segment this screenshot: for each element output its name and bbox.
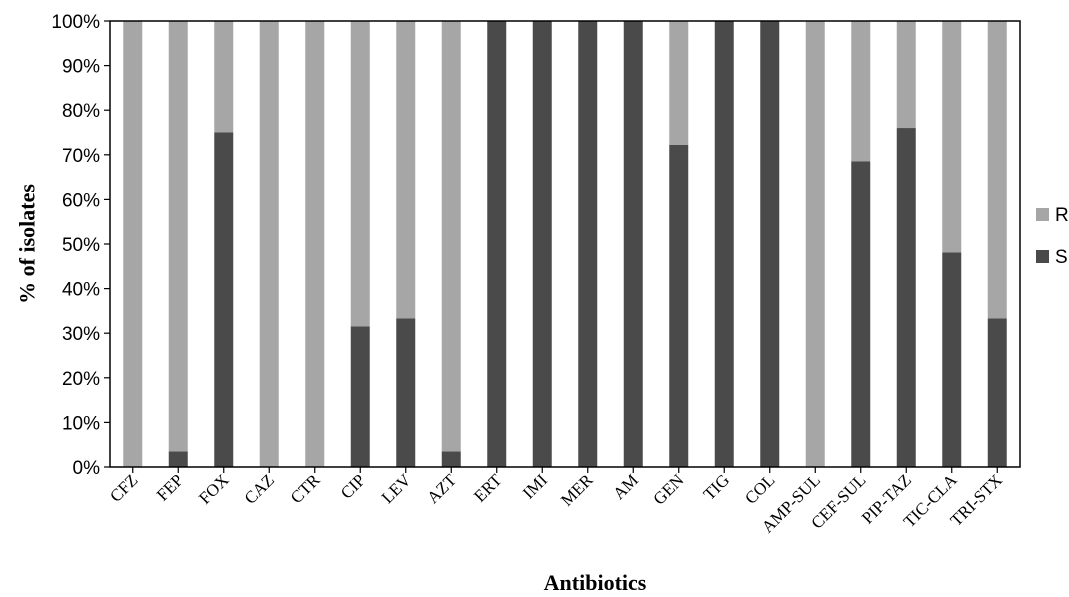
bar-segment-r-tic-cla <box>942 21 962 253</box>
bar-segment-r-gen <box>669 21 689 145</box>
bar-segment-s-cip <box>350 326 370 467</box>
y-axis-ticks: 0% 10% 20% 30% 40% 50% 60% 70% 80% 90% 100% <box>51 12 110 479</box>
bar-segment-r-fox <box>214 21 234 133</box>
x-tick-label: FEP <box>153 470 187 504</box>
bars <box>123 21 1007 468</box>
x-tick-label: ERT <box>470 470 506 506</box>
bar-segment-s-fox <box>214 132 234 467</box>
bar-segment-s-pip-taz <box>896 128 916 468</box>
bar-segment-r-cef-sul <box>851 21 871 162</box>
y-tick-label: 60% <box>62 190 100 211</box>
bar-segment-r-pip-taz <box>896 21 916 129</box>
bar-segment-s-tic-cla <box>942 252 962 467</box>
x-tick-label: AM <box>609 470 642 503</box>
legend-swatch-r <box>1036 208 1049 221</box>
bar-segment-s-tri-stx <box>987 318 1007 467</box>
y-tick-label: 100% <box>51 12 100 33</box>
x-tick-label: CTR <box>287 470 324 507</box>
y-tick-label: 40% <box>62 280 100 301</box>
x-tick-label: CIP <box>337 470 369 502</box>
bar-segment-s-col <box>760 21 780 467</box>
bar-segment-s-gen <box>669 144 689 467</box>
x-tick-label: TIG <box>700 470 733 503</box>
y-tick-label: 0% <box>73 458 101 479</box>
bar-segment-s-fep <box>168 451 188 467</box>
x-axis-title: Antibiotics <box>544 570 647 595</box>
x-tick-label: COL <box>741 470 778 507</box>
bar-segment-r-tri-stx <box>987 21 1007 319</box>
y-tick-label: 80% <box>62 101 100 122</box>
x-tick-label: AZT <box>423 470 460 507</box>
bar-segment-r-lev <box>396 21 416 319</box>
legend-label-r: R <box>1055 205 1069 226</box>
bar-segment-r-ctr <box>305 21 325 467</box>
bar-segment-s-lev <box>396 318 416 467</box>
y-tick-label: 70% <box>62 146 100 167</box>
bar-segment-s-imi <box>532 21 552 467</box>
plot-area-frame <box>109 20 1021 468</box>
legend-label-s: S <box>1055 247 1068 268</box>
legend: RS <box>1036 205 1069 268</box>
bar-segment-s-tig <box>714 21 734 467</box>
x-axis-ticks: CFZ FEP FOX CAZ CTR CIP LEV AZT ERT IMI MER AM GEN TI… <box>106 467 1006 537</box>
x-tick-label: CFZ <box>106 470 141 505</box>
x-tick-label: MER <box>557 470 597 510</box>
bar-segment-r-cfz <box>123 21 143 467</box>
legend-swatch-s <box>1036 250 1049 263</box>
bar-segment-s-am <box>623 21 643 467</box>
x-tick-label: IMI <box>519 470 551 502</box>
y-tick-label: 10% <box>62 413 100 434</box>
bar-segment-s-azt <box>441 451 461 467</box>
bar-segment-r-azt <box>441 21 461 452</box>
bar-segment-r-caz <box>259 21 279 467</box>
x-tick-label: CAZ <box>241 470 278 507</box>
bar-segment-r-fep <box>168 21 188 452</box>
y-tick-label: 20% <box>62 369 100 390</box>
bar-segment-r-amp-sul <box>805 21 825 467</box>
y-axis-title: % of isolates <box>15 184 40 304</box>
bar-segment-s-cef-sul <box>851 161 871 468</box>
y-tick-label: 90% <box>62 57 100 78</box>
x-tick-label: GEN <box>649 470 687 508</box>
x-tick-label: LEV <box>378 470 415 507</box>
bar-segment-r-cip <box>350 21 370 327</box>
bar-segment-s-ert <box>487 21 507 467</box>
y-tick-label: 50% <box>62 235 100 256</box>
bar-segment-s-mer <box>578 21 598 467</box>
y-tick-label: 30% <box>62 324 100 345</box>
x-tick-label: FOX <box>195 470 232 507</box>
